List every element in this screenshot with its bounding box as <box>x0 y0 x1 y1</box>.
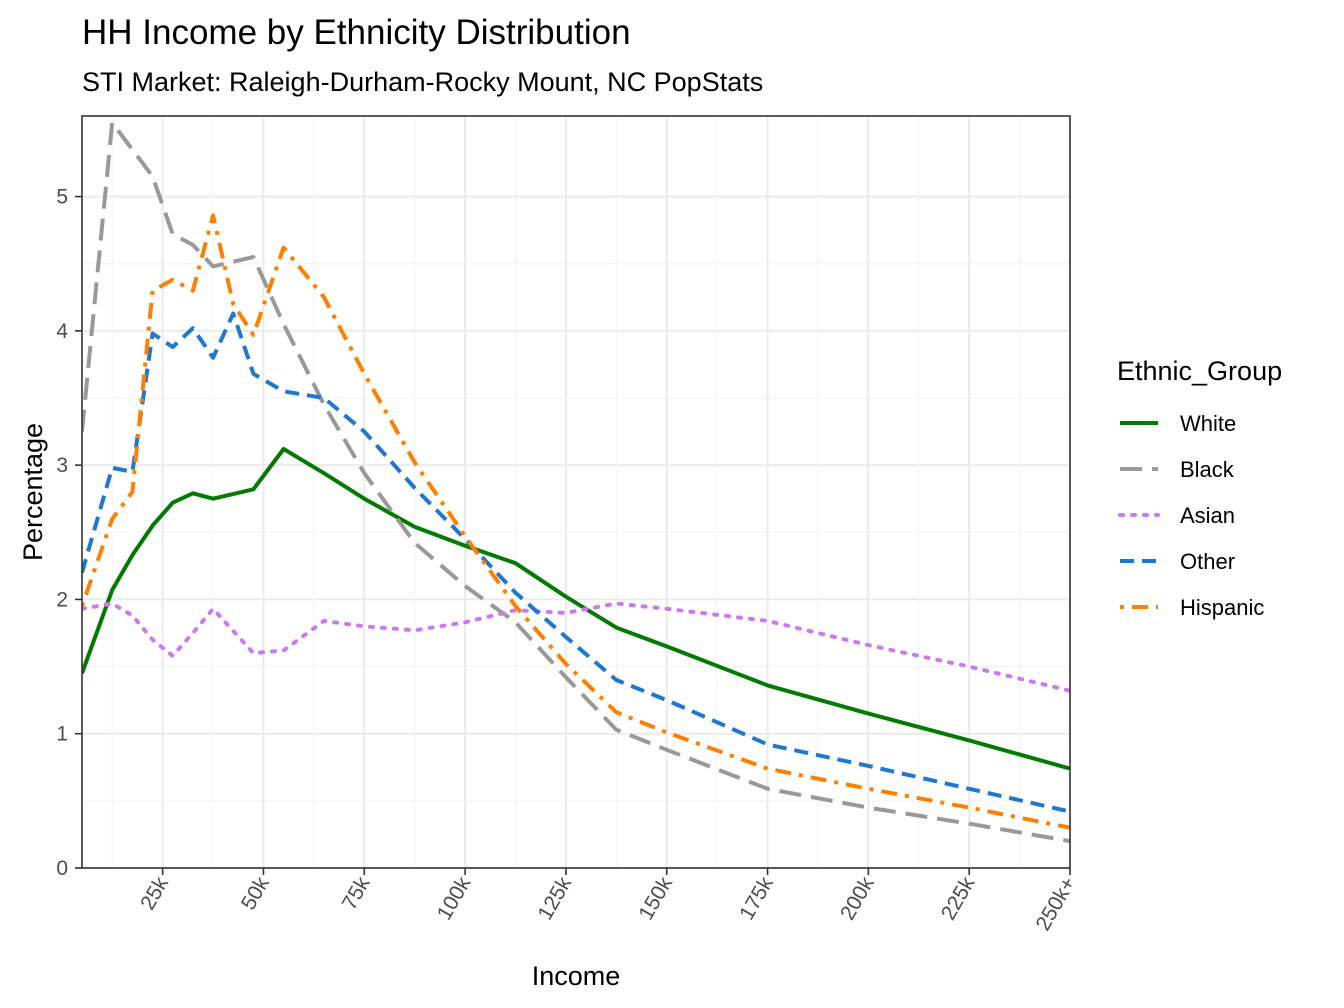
y-tick-label: 0 <box>56 857 68 880</box>
legend-label-asian: Asian <box>1180 503 1235 528</box>
y-tick-label: 2 <box>56 588 68 611</box>
legend-title: Ethnic_Group <box>1117 356 1282 386</box>
y-tick-label: 3 <box>56 454 68 477</box>
x-tick-label: 200k <box>836 873 879 924</box>
x-tick-label: 25k <box>136 873 173 914</box>
y-tick-label: 1 <box>56 723 68 746</box>
legend-label-white: White <box>1180 411 1236 436</box>
legend-label-black: Black <box>1180 457 1235 482</box>
y-axis-title: Percentage <box>18 423 48 561</box>
plot-panel <box>82 116 1070 868</box>
x-tick-label: 100k <box>433 873 476 924</box>
legend: Ethnic_Group White Black Asian Other Hispani… <box>1117 356 1282 620</box>
x-tick-label: 75k <box>338 873 375 914</box>
x-tick-label: 250k+ <box>1032 873 1081 935</box>
legend-label-other: Other <box>1180 549 1235 574</box>
x-tick-label: 150k <box>634 873 677 924</box>
chart-title: HH Income by Ethnicity Distribution <box>82 13 631 52</box>
series-line-black <box>82 120 1070 844</box>
y-axis: 0 1 2 3 4 5 <box>56 186 82 880</box>
plot-border <box>81 115 1071 869</box>
y-tick-label: 4 <box>56 320 68 343</box>
series-layer <box>82 120 1070 844</box>
x-axis: 25k 50k 75k 100k 125k 150k 175k 200k 225k 250k+ <box>136 868 1080 935</box>
x-tick-label: 125k <box>534 873 577 924</box>
series-line-other <box>82 311 1070 814</box>
chart-subtitle: STI Market: Raleigh-Durham-Rocky Mount, … <box>82 67 763 97</box>
x-axis-title: Income <box>532 961 621 991</box>
x-tick-label: 225k <box>937 873 980 924</box>
grid-layer <box>82 116 1071 869</box>
x-tick-label: 175k <box>735 873 778 924</box>
x-tick-label: 50k <box>237 873 274 914</box>
series-line-white <box>82 447 1070 771</box>
y-tick-label: 5 <box>56 186 68 209</box>
legend-label-hispanic: Hispanic <box>1180 595 1264 620</box>
series-line-asian <box>82 601 1070 693</box>
series-line-hispanic <box>82 213 1070 830</box>
